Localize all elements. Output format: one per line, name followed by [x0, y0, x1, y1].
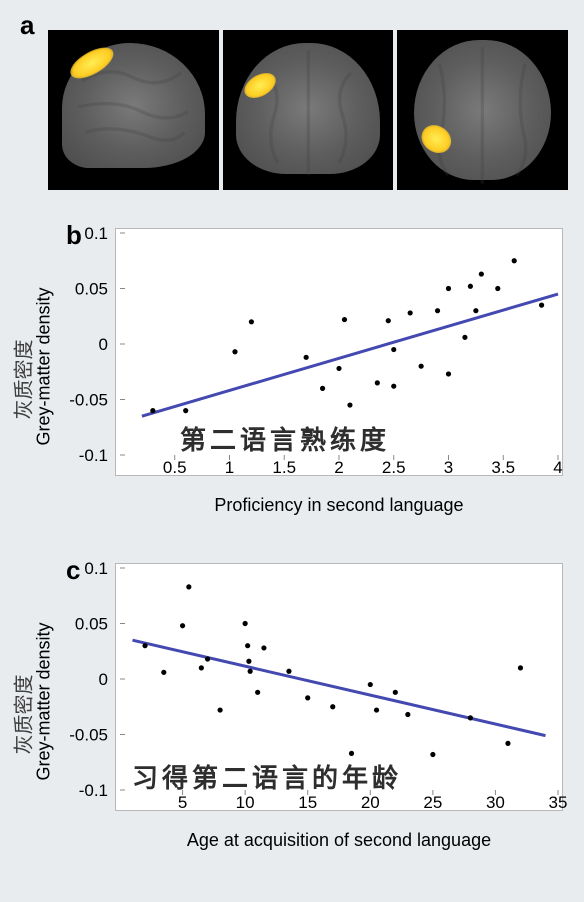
brain-coronal: [223, 30, 394, 190]
brain-sagittal: [48, 30, 219, 190]
panel-label-c: c: [66, 555, 80, 586]
brain-texture: [397, 30, 568, 190]
svg-text:30: 30: [486, 793, 505, 812]
svg-text:35: 35: [549, 793, 568, 812]
svg-text:0: 0: [99, 335, 108, 354]
brain-texture: [223, 30, 394, 190]
svg-text:1: 1: [225, 458, 234, 477]
svg-text:5: 5: [178, 793, 187, 812]
svg-text:15: 15: [298, 793, 317, 812]
svg-text:-0.05: -0.05: [69, 391, 108, 410]
svg-text:4: 4: [553, 458, 562, 477]
svg-text:-0.05: -0.05: [69, 726, 108, 745]
svg-text:1.5: 1.5: [272, 458, 296, 477]
svg-text:3: 3: [444, 458, 453, 477]
brain-images-row: [48, 30, 568, 190]
brain-axial: [397, 30, 568, 190]
ylabel-cn-b: 灰质密度: [8, 300, 37, 420]
svg-text:0.05: 0.05: [75, 615, 108, 634]
svg-text:2.5: 2.5: [382, 458, 406, 477]
panel-label-b: b: [66, 220, 82, 251]
svg-text:2: 2: [334, 458, 343, 477]
svg-text:-0.1: -0.1: [79, 446, 108, 465]
svg-text:0.5: 0.5: [163, 458, 187, 477]
svg-text:20: 20: [361, 793, 380, 812]
svg-text:0: 0: [99, 670, 108, 689]
overlay-cn-c: 习得第二语言的年龄: [132, 758, 402, 795]
brain-texture: [48, 30, 219, 190]
ylabel-b: Grey-matter density: [34, 266, 55, 446]
svg-text:0.1: 0.1: [84, 559, 108, 578]
svg-text:0.1: 0.1: [84, 224, 108, 243]
ylabel-cn-c: 灰质密度: [8, 635, 37, 755]
overlay-cn-b: 第二语言熟练度: [180, 420, 390, 457]
xlabel-b: Proficiency in second language: [115, 495, 563, 516]
svg-text:3.5: 3.5: [491, 458, 515, 477]
svg-text:25: 25: [423, 793, 442, 812]
ylabel-c: Grey-matter density: [34, 601, 55, 781]
svg-text:10: 10: [236, 793, 255, 812]
panel-label-a: a: [20, 10, 34, 41]
svg-text:-0.1: -0.1: [79, 781, 108, 800]
xlabel-c: Age at acquisition of second language: [115, 830, 563, 851]
svg-text:0.05: 0.05: [75, 280, 108, 299]
